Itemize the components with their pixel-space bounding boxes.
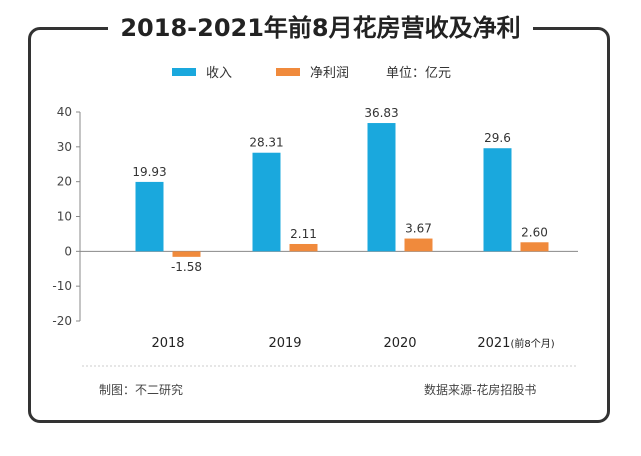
x-category-label: 2021(前8个月) bbox=[477, 336, 554, 351]
data-label-revenue: 36.83 bbox=[364, 106, 398, 120]
y-tick-label: -20 bbox=[52, 314, 72, 328]
legend-item-net-profit: 净利润 bbox=[276, 62, 349, 81]
legend-swatch-revenue bbox=[172, 67, 196, 76]
y-tick-label: 30 bbox=[57, 140, 72, 154]
x-category-label: 2018 bbox=[151, 336, 184, 351]
legend: 收入 净利润 单位：亿元 bbox=[0, 62, 641, 82]
unit-label: 单位：亿元 bbox=[386, 66, 452, 81]
data-source: 数据来源-花房招股书 bbox=[424, 383, 537, 397]
x-category-note: (前8个月) bbox=[510, 337, 554, 350]
chart-credit: 制图：不二研究 bbox=[99, 383, 184, 397]
bar-revenue bbox=[135, 181, 164, 252]
bar-net-profit bbox=[404, 238, 433, 252]
chart-title-wrap: 2018-2021年前8月花房营收及净利 bbox=[0, 8, 641, 43]
bar-revenue bbox=[252, 152, 281, 252]
y-tick-label: 0 bbox=[64, 244, 72, 258]
legend-swatch-net-profit bbox=[276, 67, 300, 76]
data-label-net-profit: 3.67 bbox=[405, 222, 432, 236]
y-tick-label: 10 bbox=[57, 210, 72, 224]
chart-title: 2018-2021年前8月花房营收及净利 bbox=[108, 8, 533, 43]
data-label-revenue: 28.31 bbox=[249, 136, 283, 150]
legend-unit: 单位：亿元 bbox=[386, 62, 451, 81]
data-label-net-profit: 2.60 bbox=[521, 225, 548, 239]
bar-revenue bbox=[367, 123, 396, 252]
legend-item-revenue: 收入 bbox=[172, 62, 232, 81]
bar-net-profit bbox=[172, 251, 201, 257]
bar-net-profit bbox=[520, 242, 549, 252]
data-label-revenue: 19.93 bbox=[132, 165, 166, 179]
x-category-label: 2020 bbox=[383, 336, 416, 351]
y-tick-label: 20 bbox=[57, 175, 72, 189]
data-label-net-profit: 2.11 bbox=[290, 227, 317, 241]
y-tick-label: 40 bbox=[57, 105, 72, 119]
x-category-label: 2019 bbox=[268, 336, 301, 351]
data-label-revenue: 29.6 bbox=[484, 131, 511, 145]
y-tick-label: -10 bbox=[52, 279, 72, 293]
legend-label-net-profit: 净利润 bbox=[310, 66, 350, 81]
legend-label-revenue: 收入 bbox=[206, 66, 233, 81]
bar-net-profit bbox=[289, 243, 318, 252]
bar-revenue bbox=[483, 148, 512, 252]
data-label-net-profit: -1.58 bbox=[171, 260, 202, 274]
